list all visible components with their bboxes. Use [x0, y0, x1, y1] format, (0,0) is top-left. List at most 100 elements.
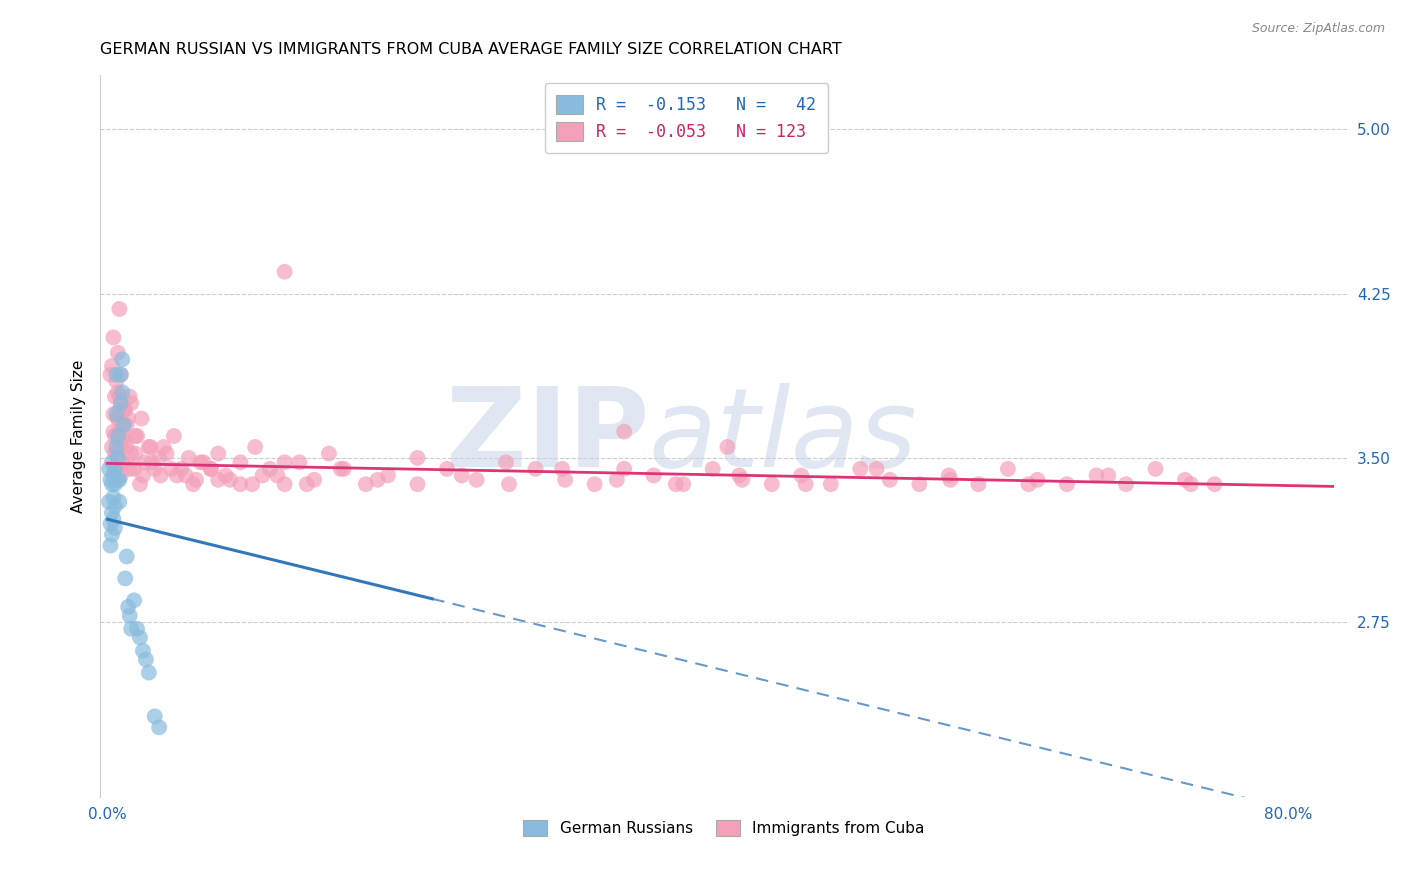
Point	[101, 440, 124, 454]
Point	[155, 446, 177, 460]
Point	[406, 450, 429, 465]
Point	[100, 516, 122, 531]
Point	[117, 599, 139, 614]
Point	[139, 440, 162, 454]
Point	[115, 549, 138, 564]
Point	[110, 396, 132, 410]
Point	[103, 468, 125, 483]
Point	[193, 455, 215, 469]
Point	[98, 494, 121, 508]
Point	[107, 345, 129, 359]
Point	[108, 425, 131, 439]
Point	[104, 521, 127, 535]
Point	[105, 446, 128, 460]
Point	[122, 593, 145, 607]
Point	[104, 462, 127, 476]
Point	[406, 477, 429, 491]
Point	[110, 368, 132, 382]
Point	[908, 477, 931, 491]
Point	[111, 455, 134, 469]
Point	[377, 468, 399, 483]
Point	[138, 665, 160, 680]
Point	[879, 473, 901, 487]
Point	[111, 429, 134, 443]
Point	[124, 429, 146, 443]
Point	[138, 440, 160, 454]
Point	[273, 455, 295, 469]
Point	[108, 434, 131, 448]
Point	[115, 440, 138, 454]
Point	[367, 473, 389, 487]
Point	[583, 477, 606, 491]
Point	[354, 477, 377, 491]
Legend: German Russians, Immigrants from Cuba: German Russians, Immigrants from Cuba	[515, 813, 932, 844]
Point	[1144, 462, 1167, 476]
Point	[613, 425, 636, 439]
Point	[103, 491, 125, 505]
Point	[166, 468, 188, 483]
Y-axis label: Average Family Size: Average Family Size	[72, 359, 86, 513]
Point	[252, 468, 274, 483]
Point	[125, 622, 148, 636]
Point	[181, 477, 204, 491]
Point	[105, 407, 128, 421]
Point	[665, 477, 688, 491]
Point	[849, 462, 872, 476]
Point	[148, 720, 170, 734]
Point	[938, 468, 960, 483]
Point	[731, 473, 754, 487]
Point	[214, 468, 236, 483]
Point	[1085, 468, 1108, 483]
Point	[110, 368, 132, 382]
Point	[120, 622, 142, 636]
Point	[1115, 477, 1137, 491]
Point	[495, 455, 517, 469]
Point	[229, 455, 252, 469]
Point	[117, 411, 139, 425]
Point	[110, 468, 132, 483]
Point	[104, 446, 127, 460]
Point	[108, 473, 131, 487]
Point	[190, 455, 212, 469]
Point	[207, 473, 229, 487]
Point	[207, 446, 229, 460]
Point	[613, 462, 636, 476]
Point	[1018, 477, 1040, 491]
Point	[794, 477, 817, 491]
Point	[105, 374, 128, 388]
Point	[112, 418, 135, 433]
Point	[110, 440, 132, 454]
Text: atlas: atlas	[650, 383, 918, 490]
Point	[104, 499, 127, 513]
Point	[1056, 477, 1078, 491]
Point	[120, 396, 142, 410]
Point	[273, 265, 295, 279]
Point	[103, 425, 125, 439]
Point	[107, 385, 129, 400]
Point	[118, 390, 141, 404]
Point	[101, 506, 124, 520]
Point	[114, 434, 136, 448]
Point	[1180, 477, 1202, 491]
Point	[129, 631, 152, 645]
Point	[100, 539, 122, 553]
Point	[329, 462, 352, 476]
Point	[141, 455, 163, 469]
Point	[100, 368, 122, 382]
Point	[1097, 468, 1119, 483]
Text: GERMAN RUSSIAN VS IMMIGRANTS FROM CUBA AVERAGE FAMILY SIZE CORRELATION CHART: GERMAN RUSSIAN VS IMMIGRANTS FROM CUBA A…	[100, 42, 842, 57]
Point	[114, 402, 136, 417]
Point	[104, 390, 127, 404]
Point	[112, 418, 135, 433]
Point	[120, 446, 142, 460]
Point	[107, 450, 129, 465]
Point	[295, 477, 318, 491]
Point	[122, 462, 145, 476]
Point	[820, 477, 842, 491]
Point	[131, 411, 153, 425]
Point	[101, 359, 124, 373]
Point	[302, 473, 325, 487]
Point	[108, 301, 131, 316]
Point	[266, 468, 288, 483]
Point	[107, 411, 129, 425]
